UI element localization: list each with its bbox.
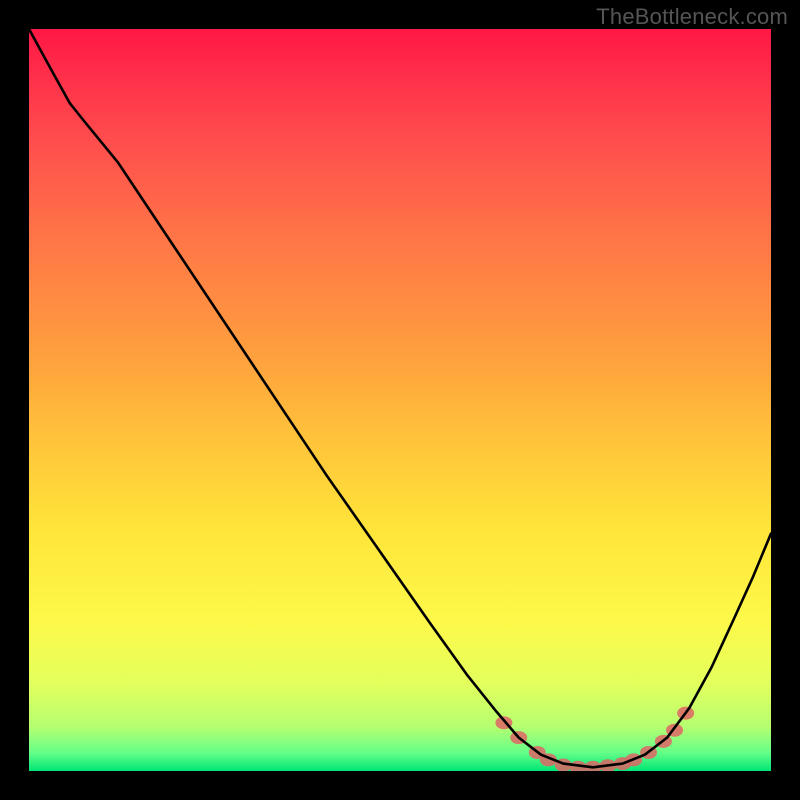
bottleneck-curve — [29, 29, 771, 767]
plot-area — [29, 29, 771, 771]
watermark-text: TheBottleneck.com — [596, 4, 788, 30]
chart-svg — [29, 29, 771, 771]
chart-frame: TheBottleneck.com — [0, 0, 800, 800]
